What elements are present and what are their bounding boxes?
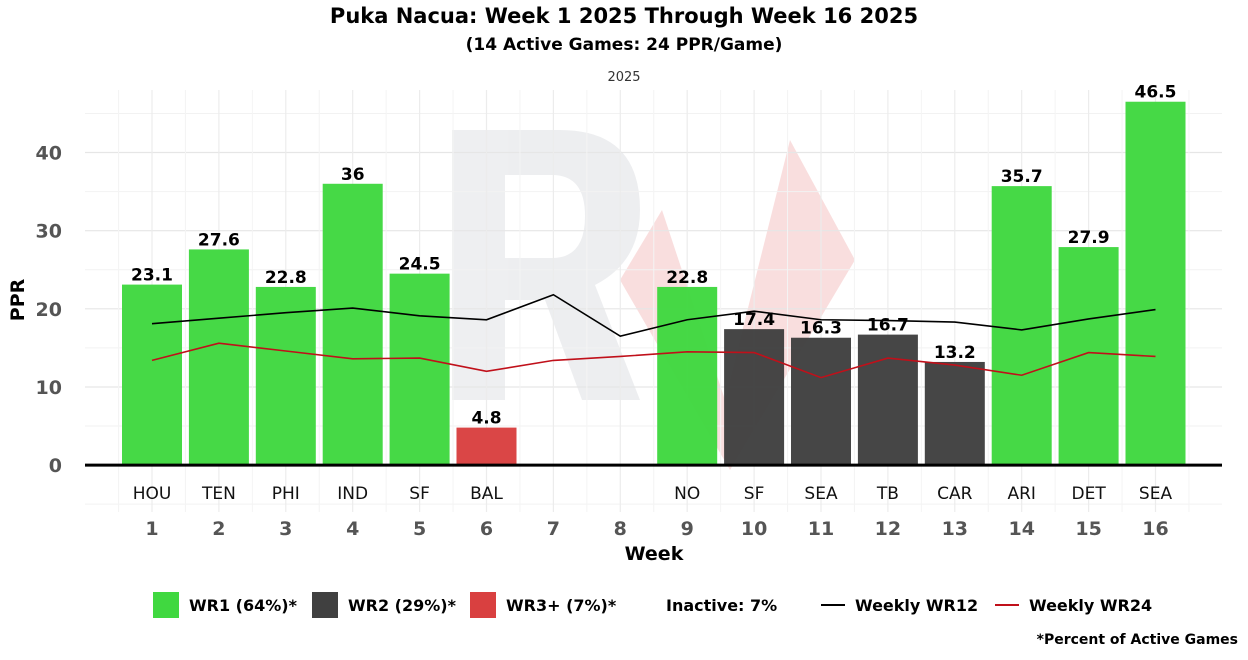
legend-label-wr12: Weekly WR12 <box>855 595 979 615</box>
bar-value-label: 23.1 <box>131 266 173 286</box>
bar <box>188 249 249 466</box>
bar-value-label: 36 <box>341 165 365 185</box>
x-axis-tick-labels: 1 2 3 4 5 6 7 8 9 10 11 12 13 14 15 16 <box>145 518 1168 540</box>
facet-label: 2025 <box>607 70 641 85</box>
x-tick-label: 7 <box>547 518 560 540</box>
x-tick-label: 9 <box>681 518 694 540</box>
opponent-label: CAR <box>937 484 972 504</box>
opponent-label: SEA <box>1139 484 1173 504</box>
legend-item-wr3: WR3+ (7%)* <box>470 590 616 620</box>
legend-label-wr24: Weekly WR24 <box>1029 595 1153 615</box>
y-tick-label: 20 <box>36 299 62 321</box>
opponent-label: ARI <box>1007 484 1035 504</box>
series-line <box>151 342 1156 379</box>
bar-value-label: 35.7 <box>1001 167 1043 187</box>
y-tick-label: 10 <box>36 377 62 399</box>
legend-item-wr2: WR2 (29%)* <box>312 590 456 620</box>
bar-value-label: 27.9 <box>1068 228 1110 248</box>
x-tick-label: 3 <box>279 518 292 540</box>
bar-value-label: 17.4 <box>733 310 775 330</box>
legend-swatch-wr1 <box>153 592 179 618</box>
legend-item-inactive: Inactive: 7% <box>666 590 777 620</box>
opponent-label: HOU <box>133 484 172 504</box>
opponent-label: DET <box>1071 484 1106 504</box>
x-tick-label: 10 <box>741 518 767 540</box>
x-tick-label: 8 <box>614 518 627 540</box>
legend-item-wr1: WR1 (64%)* <box>153 590 297 620</box>
chart-subtitle: (14 Active Games: 24 PPR/Game) <box>465 35 783 55</box>
bar-value-label: 16.3 <box>800 319 842 339</box>
x-tick-label: 13 <box>942 518 968 540</box>
opponent-label: IND <box>337 484 368 504</box>
legend-item-wr24: Weekly WR24 <box>995 590 1152 620</box>
legend-line-wr12 <box>821 604 845 606</box>
x-tick-label: 4 <box>346 518 359 540</box>
x-tick-label: 12 <box>875 518 901 540</box>
bar <box>857 334 918 466</box>
bar-value-label: 46.5 <box>1135 83 1177 103</box>
bar <box>456 427 517 466</box>
bar <box>1058 247 1119 466</box>
x-tick-label: 5 <box>413 518 426 540</box>
legend-label-wr1: WR1 (64%)* <box>189 595 297 615</box>
bar <box>1125 101 1186 466</box>
x-tick-label: 14 <box>1008 518 1034 540</box>
legend-item-wr12: Weekly WR12 <box>821 590 978 620</box>
legend: WR1 (64%)* WR2 (29%)* WR3+ (7%)* Inactiv… <box>0 590 1248 620</box>
legend-label-wr3: WR3+ (7%)* <box>506 595 617 615</box>
footnote: *Percent of Active Games <box>1036 632 1238 648</box>
opponent-label: NO <box>674 484 700 504</box>
bar-value-labels: 23.1 27.6 22.8 36 24.5 4.8 22.8 17.4 16.3 16.7 13.… <box>131 83 1176 429</box>
opponent-label: TEN <box>201 484 236 504</box>
y-tick-label: 0 <box>49 455 62 477</box>
legend-label-wr2: WR2 (29%)* <box>348 595 456 615</box>
bar <box>389 273 450 466</box>
bar-value-label: 22.8 <box>265 268 307 288</box>
x-tick-label: 6 <box>480 518 493 540</box>
y-axis-tick-labels: 0 10 20 30 40 <box>36 143 62 478</box>
bar-value-label: 16.7 <box>867 316 909 336</box>
opponent-label: SF <box>409 484 430 504</box>
bar-value-label: 22.8 <box>666 268 708 288</box>
bar <box>255 286 316 466</box>
bar-value-label: 24.5 <box>399 255 441 275</box>
bar <box>657 286 718 466</box>
y-tick-label: 30 <box>36 221 62 243</box>
x-tick-label: 15 <box>1075 518 1101 540</box>
x-tick-label: 2 <box>212 518 225 540</box>
opponent-labels: HOU TEN PHI IND SF BAL NO SF SEA TB CAR ARI DET SEA <box>133 484 1173 504</box>
bar <box>724 329 785 466</box>
opponent-label: BAL <box>470 484 503 504</box>
bar-value-label: 13.2 <box>934 343 976 363</box>
bar-value-label: 27.6 <box>198 230 240 250</box>
reference-lines <box>151 293 1156 379</box>
y-axis-title: PPR <box>7 278 29 321</box>
opponent-label: SEA <box>804 484 838 504</box>
legend-line-wr24 <box>995 604 1019 606</box>
bar <box>791 337 851 466</box>
x-tick-label: 11 <box>808 518 834 540</box>
legend-swatch-wr2 <box>312 592 338 618</box>
opponent-label: TB <box>876 484 899 504</box>
legend-label-inactive: Inactive: 7% <box>666 595 778 615</box>
bar-value-label: 4.8 <box>471 409 501 429</box>
bar <box>322 183 383 466</box>
opponent-label: SF <box>744 484 765 504</box>
series-line <box>151 293 1156 338</box>
chart-title: Puka Nacua: Week 1 2025 Through Week 16 … <box>329 4 919 28</box>
x-tick-label: 1 <box>145 518 158 540</box>
watermark-logo <box>452 130 855 470</box>
x-tick-label: 16 <box>1142 518 1168 540</box>
bar <box>924 361 985 466</box>
x-axis-title: Week <box>625 543 684 565</box>
opponent-label: PHI <box>272 484 300 504</box>
y-tick-label: 40 <box>36 143 62 165</box>
bar <box>991 186 1052 466</box>
bar <box>122 284 182 466</box>
legend-swatch-wr3 <box>470 592 496 618</box>
